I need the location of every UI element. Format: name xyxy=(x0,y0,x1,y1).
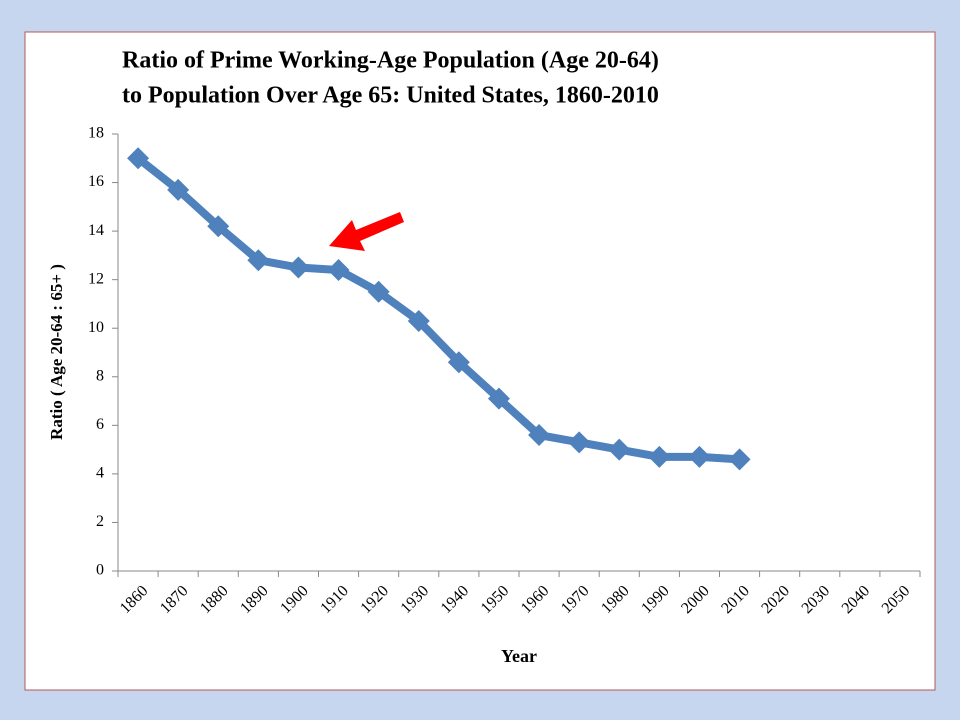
marker xyxy=(528,424,551,447)
line xyxy=(135,155,740,464)
marker xyxy=(327,258,350,281)
y-axis-label: Ratio ( Age 20-64 : 65+ ) xyxy=(47,264,66,440)
marker xyxy=(447,351,470,374)
marker xyxy=(287,256,310,279)
y-tick-label: 12 xyxy=(88,270,104,287)
y-tick-label: 4 xyxy=(96,465,104,482)
marker xyxy=(568,431,591,454)
y-tick-label: 14 xyxy=(88,222,104,239)
marker xyxy=(207,215,230,238)
marker xyxy=(728,448,751,471)
marker xyxy=(688,445,711,468)
y-tick-label: 2 xyxy=(96,513,104,530)
y-tick-label: 18 xyxy=(88,125,104,142)
marker xyxy=(127,147,150,170)
marker xyxy=(487,387,510,410)
marker xyxy=(608,438,631,461)
marker xyxy=(407,309,430,332)
y-tick-label: 16 xyxy=(88,173,104,190)
chart-title: Ratio of Prime Working-Age Population (A… xyxy=(122,48,659,74)
y-tick-label: 6 xyxy=(96,416,104,433)
marker xyxy=(167,178,190,201)
y-tick-label: 0 xyxy=(96,562,104,579)
marker xyxy=(367,280,390,303)
panel xyxy=(24,31,936,691)
marker xyxy=(247,249,270,272)
chart-title: to Population Over Age 65: United States… xyxy=(122,83,659,109)
y-tick-label: 8 xyxy=(96,367,104,384)
y-tick-label: 10 xyxy=(88,319,104,336)
marker xyxy=(648,445,671,468)
arrow xyxy=(329,212,404,251)
x-axis-label: Year xyxy=(501,646,537,666)
